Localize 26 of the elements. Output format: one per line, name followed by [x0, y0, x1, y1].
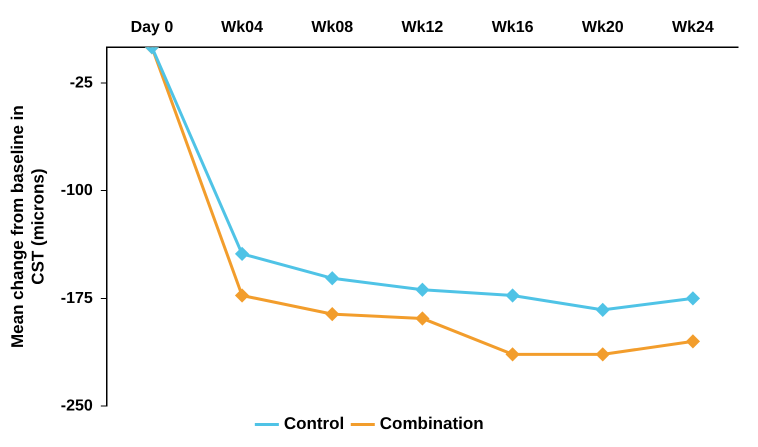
point	[236, 288, 249, 302]
legend-label: Control	[284, 414, 344, 434]
point	[326, 272, 339, 285]
y-tick-label: -175	[60, 290, 93, 307]
y-tick-label: -250	[60, 397, 93, 414]
x-tick-label: Wk04	[221, 19, 264, 36]
legend-label: Combination	[380, 414, 484, 434]
x-tick-label: Wk20	[582, 19, 624, 36]
x-tick-label: Wk12	[402, 19, 444, 36]
y-tick-label: -25	[70, 74, 93, 92]
point	[416, 312, 429, 325]
point	[506, 288, 520, 302]
y-axis-title: Mean change from baseline in CST (microns)	[8, 105, 48, 348]
point	[596, 348, 610, 361]
point	[326, 308, 339, 321]
x-tick-label: Wk08	[311, 19, 354, 36]
x-tick-label: Day 0	[130, 19, 174, 36]
x-tick-label: Wk24	[672, 19, 714, 36]
point	[236, 247, 249, 260]
point	[596, 303, 610, 316]
point	[416, 283, 429, 296]
point	[686, 292, 700, 305]
y-tick-label: -100	[60, 182, 93, 200]
point	[506, 348, 520, 361]
x-tick-label: Wk16	[492, 19, 534, 36]
point	[686, 334, 700, 348]
